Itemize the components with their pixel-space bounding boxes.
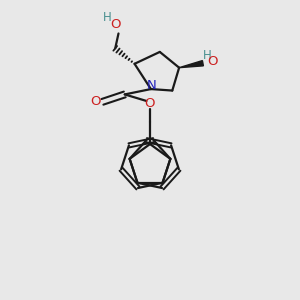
Text: O: O: [207, 55, 218, 68]
Text: N: N: [147, 79, 156, 92]
Text: O: O: [90, 95, 100, 108]
Text: O: O: [145, 97, 155, 110]
Text: H: H: [103, 11, 112, 24]
Text: H: H: [203, 49, 212, 62]
Polygon shape: [179, 61, 203, 68]
Text: O: O: [110, 18, 121, 31]
